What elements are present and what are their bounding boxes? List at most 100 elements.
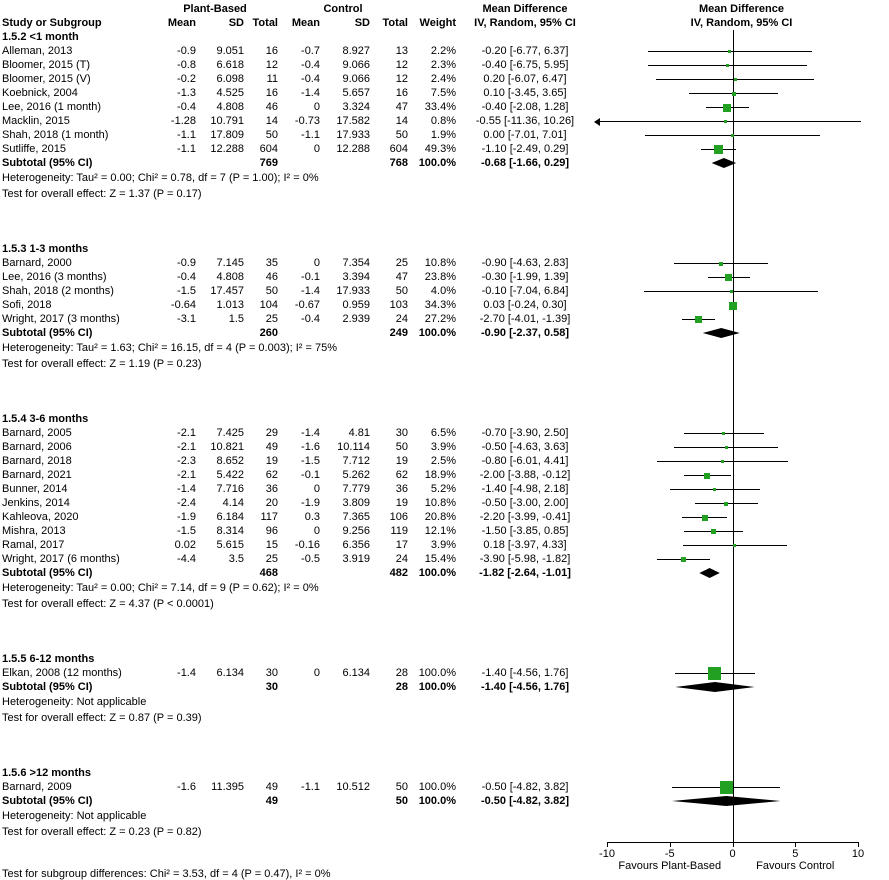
plant-total-header: Total xyxy=(252,17,278,29)
axis-tick-label: -10 xyxy=(599,848,615,860)
study-name: Barnard, 2018 xyxy=(2,455,72,467)
favours-left-label: Favours Plant-Based xyxy=(618,860,722,872)
plant-mean-value: -1.6 xyxy=(177,781,196,793)
heterogeneity-note: Heterogeneity: Not applicable xyxy=(0,694,889,710)
heterogeneity-note-text: Heterogeneity: Not applicable xyxy=(2,810,147,822)
plant-total-value: 62 xyxy=(265,469,278,481)
study-row: Kahleova, 2020 -1.9 6.184 117 0.3 7.365 106 20.… xyxy=(0,510,889,524)
subgroup-label: 1.5.5 6-12 months xyxy=(2,653,95,665)
plant-sd-value: 6.134 xyxy=(216,667,244,679)
subtotal-label: Subtotal (95% CI) xyxy=(2,157,93,169)
ci-plot xyxy=(594,114,889,128)
subtotal-plot xyxy=(594,566,889,580)
plant-mean-value: 0.02 xyxy=(174,539,196,551)
plant-mean-value: -2.1 xyxy=(177,469,196,481)
plant-total-value: 36 xyxy=(265,483,278,495)
control-sd-value: 4.81 xyxy=(348,427,370,439)
plant-total-value: 30 xyxy=(265,667,278,679)
subgroup-header: 1.5.6 >12 months xyxy=(0,766,889,780)
overall-effect-note-text: Test for overall effect: Z = 1.37 (P = 0… xyxy=(2,188,202,200)
zero-axis-line xyxy=(733,30,734,842)
heterogeneity-note-text: Heterogeneity: Not applicable xyxy=(2,696,147,708)
control-mean-header: Mean xyxy=(291,17,320,29)
heterogeneity-note-text: Heterogeneity: Tau² = 1.63; Chi² = 16.15… xyxy=(2,342,337,354)
plant-mean-value: -0.9 xyxy=(177,45,196,57)
study-name: Barnard, 2000 xyxy=(2,257,72,269)
plant-mean-value: -1.1 xyxy=(177,143,196,155)
control-total-value: 19 xyxy=(395,497,408,509)
control-mean-value: -1.4 xyxy=(301,427,320,439)
effect-square xyxy=(695,316,703,323)
control-total-value: 36 xyxy=(395,483,408,495)
ci-text: 0.03 [-0.24, 0.30] xyxy=(483,299,567,311)
control-sd-value: 10.512 xyxy=(336,781,370,793)
ci-text: -2.00 [-3.88, -0.12] xyxy=(479,469,571,481)
control-total-header: Total xyxy=(382,17,408,29)
empty-cell xyxy=(320,326,370,340)
plant-mean-value: -4.4 xyxy=(177,553,196,565)
plant-total-value: 16 xyxy=(265,87,278,99)
subtotal-label: Subtotal (95% CI) xyxy=(2,567,93,579)
plant-sd-value: 4.808 xyxy=(216,101,244,113)
effect-square xyxy=(724,446,728,449)
control-total-value: 14 xyxy=(395,115,408,127)
ci-text: -1.50 [-3.85, 0.85] xyxy=(481,525,569,537)
plant-total-value: 30 xyxy=(265,681,278,693)
plant-total-value: 117 xyxy=(260,511,278,523)
ci-plot xyxy=(594,72,889,86)
ci-text: -0.68 [-1.66, 0.29] xyxy=(480,157,570,169)
empty-cell xyxy=(152,680,196,694)
overall-effect-note: Test for overall effect: Z = 1.37 (P = 0… xyxy=(0,186,889,202)
empty-cell xyxy=(196,156,244,170)
effect-square xyxy=(724,501,729,506)
overall-effect-note: Test for overall effect: Z = 1.19 (P = 0… xyxy=(0,356,889,372)
control-mean-value: -0.4 xyxy=(301,73,320,85)
control-sd-value: 3.919 xyxy=(342,553,370,565)
control-mean-value: 0 xyxy=(313,667,320,679)
weight-value: 4.0% xyxy=(430,285,456,297)
weight-value: 100.0% xyxy=(418,157,456,169)
control-sd-value: 6.134 xyxy=(342,667,370,679)
subgroup-label: 1.5.6 >12 months xyxy=(2,767,91,779)
subgroup-header: 1.5.5 6-12 months xyxy=(0,652,889,666)
study-name: Barnard, 2005 xyxy=(2,427,72,439)
control-total-value: 50 xyxy=(395,285,408,297)
ci-text: -1.10 [-2.49, 0.29] xyxy=(481,143,569,155)
subtotal-row: Subtotal (95% CI) 49 50 100.0% -0.50 [-4.82,… xyxy=(0,794,889,808)
study-name: Wright, 2017 (3 months) xyxy=(2,313,120,325)
plant-mean-value: -0.64 xyxy=(170,299,196,311)
control-total-value: 50 xyxy=(395,129,408,141)
control-total-value: 62 xyxy=(395,469,408,481)
control-total-value: 17 xyxy=(395,539,408,551)
study-name: Mishra, 2013 xyxy=(2,525,66,537)
plant-sd-value: 4.808 xyxy=(216,271,244,283)
plant-total-value: 25 xyxy=(265,553,278,565)
control-sd-value: 17.582 xyxy=(336,115,370,127)
subtotal-plot xyxy=(594,326,889,340)
plant-mean-value: -1.4 xyxy=(177,483,196,495)
ci-text: -1.40 [-4.98, 2.18] xyxy=(481,483,569,495)
empty-cell xyxy=(152,156,196,170)
study-row: Wright, 2017 (3 months) -3.1 1.5 25 -0.4 2.93… xyxy=(0,312,889,326)
control-total-value: 119 xyxy=(390,525,408,537)
plant-sd-value: 7.145 xyxy=(216,257,244,269)
control-sd-value: 7.354 xyxy=(342,257,370,269)
control-total-value: 103 xyxy=(389,299,408,311)
plant-total-value: 260 xyxy=(259,327,278,339)
plant-total-value: 468 xyxy=(259,567,278,579)
ci-plot xyxy=(594,298,889,312)
ci-text: -0.50 [-4.82, 3.82] xyxy=(480,795,570,807)
weight-value: 100.0% xyxy=(418,781,456,793)
empty-cell xyxy=(320,794,370,808)
header-group-row: Plant-Based Control Mean Difference Mean… xyxy=(0,2,889,16)
overall-effect-note-text: Test for overall effect: Z = 0.87 (P = 0… xyxy=(2,712,202,724)
control-sd-value: 10.114 xyxy=(337,441,370,453)
heterogeneity-note: Heterogeneity: Tau² = 0.00; Chi² = 7.14,… xyxy=(0,580,889,596)
plant-total-value: 16 xyxy=(265,45,278,57)
ci-plot xyxy=(594,100,889,114)
effect-square xyxy=(728,301,737,310)
study-name: Bloomer, 2015 (T) xyxy=(2,59,91,71)
study-name: Shah, 2018 (2 months) xyxy=(2,285,114,297)
plant-sd-header: SD xyxy=(228,17,244,29)
mean-difference-plot-header: Mean Difference xyxy=(699,3,784,15)
